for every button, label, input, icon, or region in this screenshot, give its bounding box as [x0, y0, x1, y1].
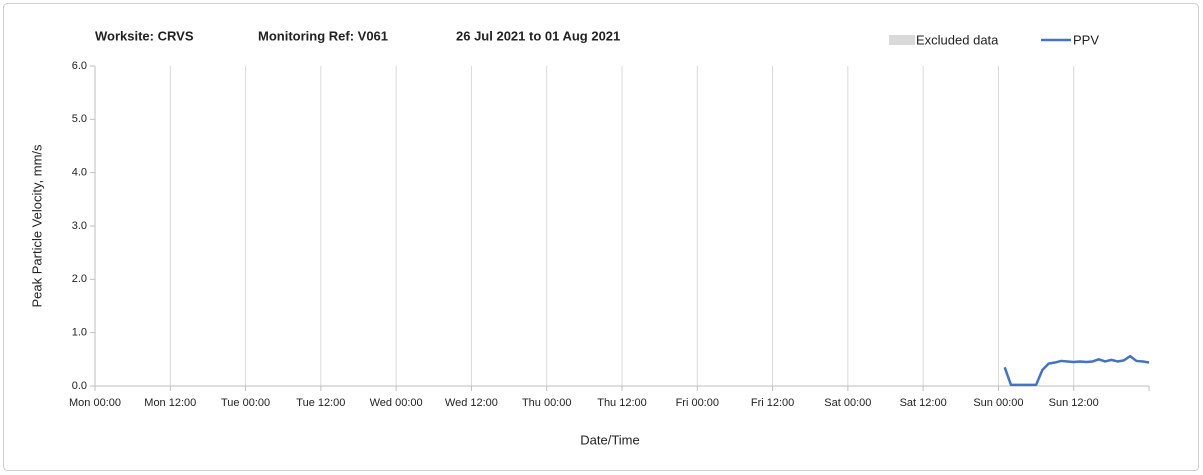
x-tick-label: Wed 00:00 — [370, 397, 423, 409]
legend-label: PPV — [1073, 32, 1099, 47]
x-tick-label: Fri 00:00 — [676, 397, 719, 409]
x-tick-label: Sun 00:00 — [973, 397, 1023, 409]
x-tick-label: Mon 12:00 — [144, 397, 196, 409]
y-tick-label: 3.0 — [72, 220, 87, 232]
legend-label: Excluded data — [916, 32, 999, 47]
y-axis-title: Peak Particle Velocity, mm/s — [29, 144, 44, 308]
x-tick-label: Wed 12:00 — [445, 397, 498, 409]
x-tick-label: Fri 12:00 — [751, 397, 794, 409]
chart-title: Worksite: CRVS — [95, 28, 194, 43]
chart-frame — [3, 3, 1199, 471]
x-tick-label: Thu 12:00 — [597, 397, 647, 409]
x-tick-label: Mon 00:00 — [69, 397, 121, 409]
legend-swatch — [889, 35, 915, 45]
chart-title: Monitoring Ref: V061 — [258, 28, 388, 43]
y-tick-label: 4.0 — [72, 167, 87, 179]
x-tick-label: Sat 12:00 — [900, 397, 947, 409]
x-axis-title: Date/Time — [580, 432, 639, 447]
x-tick-label: Tue 12:00 — [296, 397, 345, 409]
data-line — [1003, 354, 1150, 387]
x-tick-label: Sat 00:00 — [824, 397, 871, 409]
x-tick-label: Thu 00:00 — [522, 397, 572, 409]
y-tick-label: 2.0 — [72, 273, 87, 285]
y-tick-label: 1.0 — [72, 327, 87, 339]
x-tick-label: Sun 12:00 — [1049, 397, 1099, 409]
y-tick-label: 6.0 — [72, 60, 87, 72]
chart-title: 26 Jul 2021 to 01 Aug 2021 — [456, 28, 620, 43]
y-tick-label: 5.0 — [72, 113, 87, 125]
x-tick-label: Tue 00:00 — [221, 397, 270, 409]
y-tick-label: 0.0 — [72, 380, 87, 392]
